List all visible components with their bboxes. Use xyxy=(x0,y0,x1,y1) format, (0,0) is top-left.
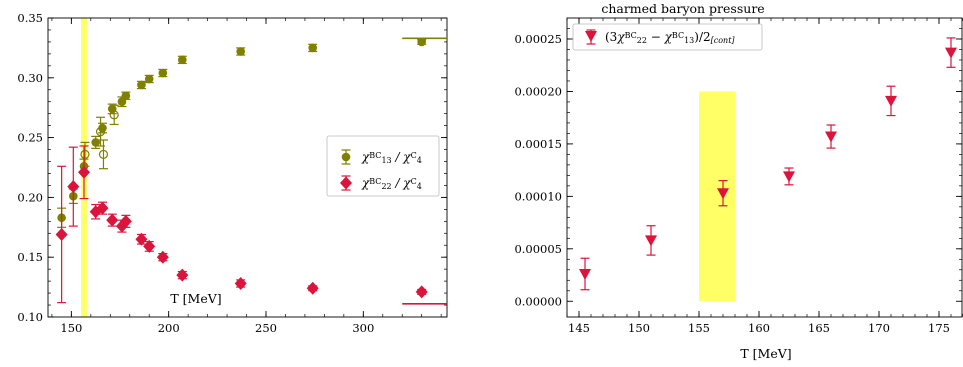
data-point xyxy=(98,123,107,133)
x-tick-label: 175 xyxy=(928,321,950,335)
plot-frame xyxy=(566,17,963,318)
series-chi22 xyxy=(55,145,447,305)
data-point xyxy=(67,180,80,194)
data-point xyxy=(306,281,319,295)
x-tick-label: 160 xyxy=(748,321,770,335)
data-point xyxy=(144,74,154,84)
data-point xyxy=(885,95,897,107)
legend-label: χBC13 / χC4 xyxy=(361,150,422,165)
legend-entry: χBC13 / χC4 xyxy=(341,149,422,165)
data-point xyxy=(825,131,837,143)
x-tick-label: 150 xyxy=(60,321,82,335)
legend-frame xyxy=(326,135,440,197)
data-point xyxy=(234,277,247,291)
data-point xyxy=(119,214,132,228)
x-tick-label: 200 xyxy=(158,321,180,335)
series-chi13 xyxy=(57,37,447,228)
data-point xyxy=(156,250,169,264)
y-tick-label: 0.30 xyxy=(17,71,43,85)
legend-marker xyxy=(340,176,352,190)
data-point xyxy=(308,43,318,53)
left-x-axis-label: T [MeV] xyxy=(170,291,221,306)
y-tick-label: 0.00000 xyxy=(514,294,562,308)
highlight-band xyxy=(699,91,735,302)
y-tick-label: 0.00015 xyxy=(514,137,562,151)
data-point xyxy=(96,201,109,215)
open-data-point xyxy=(98,149,109,159)
open-point-error-bar xyxy=(98,139,108,170)
left-chart: 0.10 0.15 0.20 0.25 0.30 0.35 150 200 250 300 χBC1… xyxy=(17,11,448,335)
x-tick-label: 170 xyxy=(868,321,890,335)
x-tick-label: 300 xyxy=(352,321,374,335)
y-tick-label: 0.35 xyxy=(17,11,43,25)
data-point xyxy=(91,138,100,147)
legend-label: χBC22 / χC4 xyxy=(361,176,422,191)
y-tick-label: 0.25 xyxy=(17,131,43,145)
right-legend: (3χBC22 − χBC13)/2[cont] xyxy=(572,23,763,51)
data-point xyxy=(717,188,729,200)
legend-marker xyxy=(585,31,597,42)
data-point xyxy=(415,285,428,299)
x-tick-label: 150 xyxy=(628,321,650,335)
data-point xyxy=(176,268,189,282)
data-point xyxy=(137,80,146,90)
data-point xyxy=(55,227,68,241)
data-point xyxy=(143,239,156,253)
data-point xyxy=(783,171,795,183)
right-x-axis-label: T [MeV] xyxy=(740,346,791,361)
y-tick-label: 0.00025 xyxy=(514,32,562,46)
left-legend: χBC13 / χC4 χBC22 / χC4 xyxy=(326,135,440,197)
right-chart-title: charmed baryon pressure xyxy=(601,1,764,16)
data-point xyxy=(158,68,168,78)
data-point xyxy=(645,235,657,247)
data-point xyxy=(78,165,91,179)
data-point xyxy=(236,47,245,56)
data-point xyxy=(106,213,119,227)
data-point xyxy=(579,268,591,280)
legend-label: (3χBC22 − χBC13)/2[cont] xyxy=(605,30,735,45)
open-data-point xyxy=(80,149,90,159)
legend-frame xyxy=(572,23,763,51)
data-point xyxy=(107,104,117,114)
y-tick-label: 0.00005 xyxy=(514,242,562,256)
x-tick-label: 165 xyxy=(808,321,830,335)
data-point xyxy=(135,232,148,246)
legend-marker xyxy=(341,152,351,162)
x-tick-label: 155 xyxy=(688,321,710,335)
y-tick-label: 0.00010 xyxy=(514,189,562,203)
data-point xyxy=(177,55,187,65)
data-point xyxy=(417,37,426,47)
right-chart: 0.00000 0.00005 0.00010 0.00015 0.00020 0.000… xyxy=(514,17,963,335)
data-point xyxy=(121,91,131,101)
x-tick-label: 145 xyxy=(568,321,590,335)
y-tick-label: 0.15 xyxy=(17,250,43,264)
plot-frame xyxy=(47,17,448,318)
x-tick-label: 250 xyxy=(255,321,277,335)
data-point xyxy=(945,47,957,59)
legend-entry: χBC22 / χC4 xyxy=(340,175,422,191)
y-tick-label: 0.00020 xyxy=(514,84,562,98)
y-tick-label: 0.10 xyxy=(17,310,43,324)
y-tick-label: 0.20 xyxy=(17,190,43,204)
series-pressure xyxy=(579,37,957,291)
